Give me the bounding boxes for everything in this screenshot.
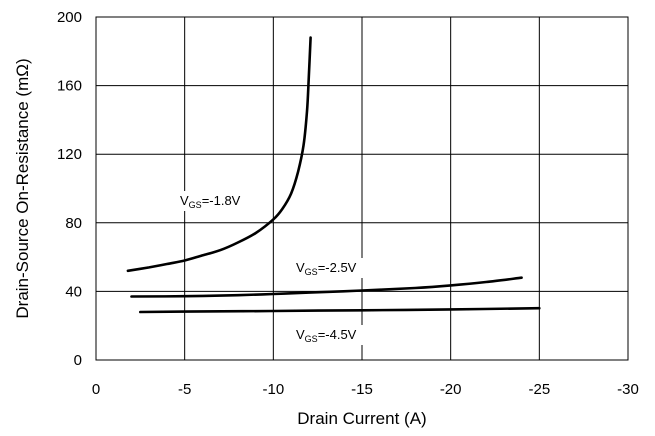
y-tick-label: 80 <box>65 215 82 232</box>
annotation-prefix: V <box>180 193 189 208</box>
x-axis-label: Drain Current (A) <box>297 409 426 428</box>
x-tick-label: -25 <box>528 381 550 398</box>
series-line <box>139 306 541 314</box>
x-tick-label: -30 <box>617 381 639 398</box>
y-tick-label: 0 <box>74 352 82 369</box>
annotation-background <box>294 325 378 345</box>
x-tick-label: -20 <box>440 381 462 398</box>
series-line <box>130 276 523 298</box>
annotation-value: =-2.5V <box>318 260 357 275</box>
annotation-value: =-4.5V <box>318 327 357 342</box>
y-tick-label: 200 <box>57 9 82 26</box>
annotation-subscript: GS <box>305 267 318 277</box>
annotation-background <box>294 258 378 278</box>
vgs-annotation: VGS=-2.5V <box>296 260 357 277</box>
vgs-annotation: VGS=-1.8V <box>180 193 241 210</box>
x-tick-label: -5 <box>178 381 191 398</box>
series-line <box>126 36 312 273</box>
y-axis-label: Drain-Source On-Resistance (mΩ) <box>13 58 32 318</box>
y-tick-label: 160 <box>57 78 82 95</box>
annotation-background <box>178 191 262 211</box>
series-group <box>126 36 541 314</box>
x-tick-label: -10 <box>262 381 284 398</box>
vgs-annotation: VGS=-4.5V <box>296 327 357 344</box>
grid <box>95 16 629 361</box>
annotation-value: =-1.8V <box>202 193 241 208</box>
y-tick-label: 40 <box>65 283 82 300</box>
x-tick-label: -15 <box>351 381 373 398</box>
x-tick-label: 0 <box>92 381 100 398</box>
plot-frame <box>95 16 629 361</box>
annotation-prefix: V <box>296 260 305 275</box>
annotation-subscript: GS <box>305 334 318 344</box>
annotation-prefix: V <box>296 327 305 342</box>
tick-labels: 0 -5 -10 -15 -20 -25 -30 0 40 80 120 160 200 <box>57 9 639 398</box>
y-tick-label: 120 <box>57 146 82 163</box>
annotation-subscript: GS <box>189 200 202 210</box>
